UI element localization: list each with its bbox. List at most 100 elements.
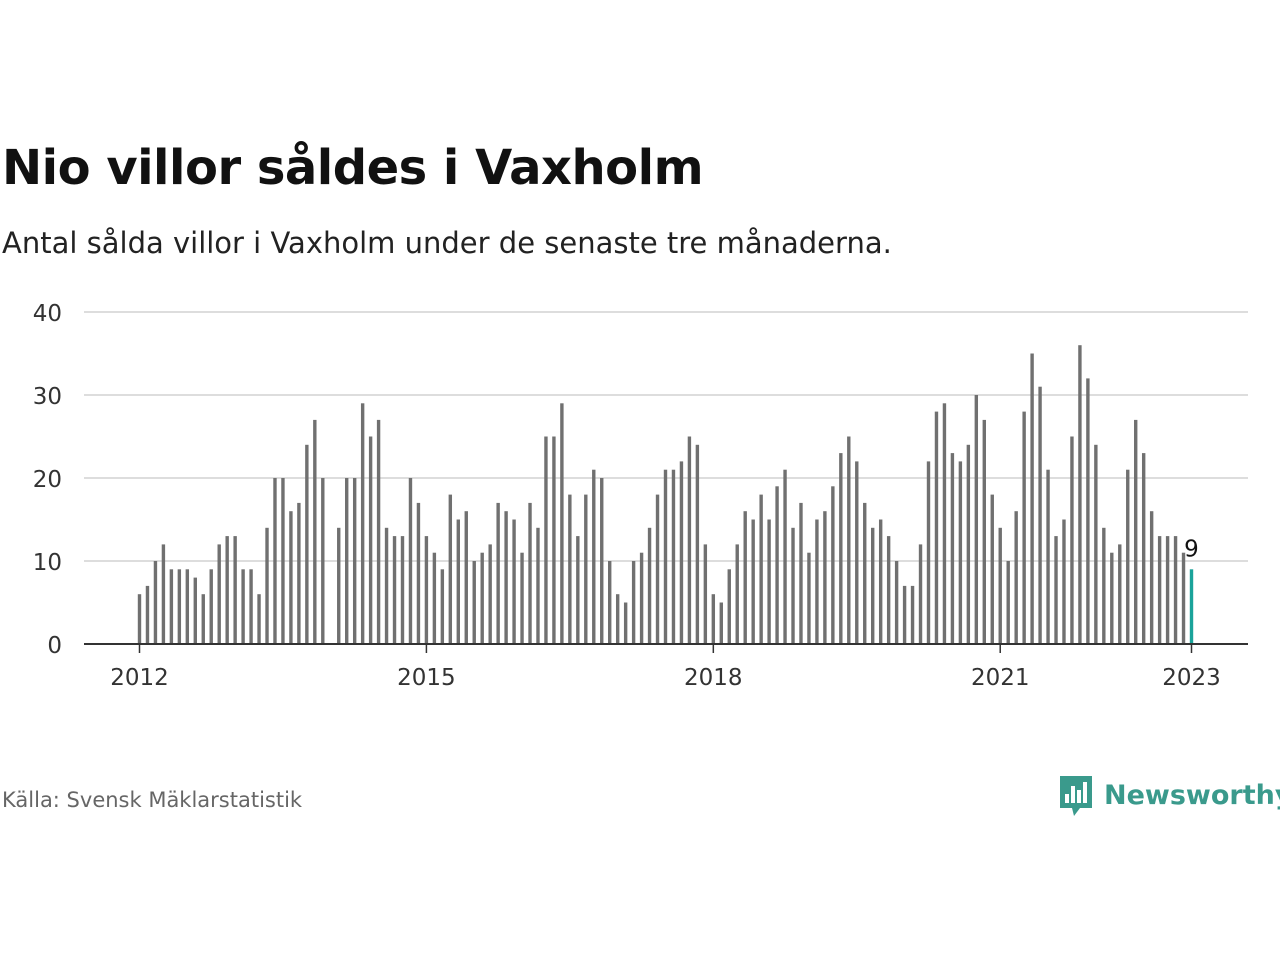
bar <box>392 536 397 644</box>
bar <box>1094 444 1098 644</box>
bar <box>512 519 516 644</box>
bar <box>257 594 261 644</box>
bar <box>1149 511 1154 644</box>
bar <box>1141 453 1146 644</box>
bar <box>1157 536 1162 644</box>
bar <box>153 561 158 644</box>
bar <box>926 461 931 644</box>
bar <box>608 561 612 644</box>
bar <box>743 511 747 644</box>
source-note: Källa: Svensk Mäklarstatistik <box>2 788 303 812</box>
bar <box>767 519 771 644</box>
bar <box>958 461 963 644</box>
x-tick-label: 2015 <box>397 665 456 691</box>
y-tick-label: 10 <box>33 550 62 576</box>
brand-name: Newsworthy <box>1104 779 1280 811</box>
bar <box>631 561 636 644</box>
bar <box>950 453 955 644</box>
bar-series <box>137 345 1194 644</box>
bar <box>934 411 939 644</box>
bar <box>878 519 883 644</box>
x-tick-label: 2012 <box>110 665 169 691</box>
bar <box>918 544 923 644</box>
bar <box>1014 511 1018 644</box>
bar <box>807 552 811 644</box>
bar <box>456 519 460 644</box>
bar <box>376 419 381 644</box>
x-tick-label: 2021 <box>971 665 1030 691</box>
bar <box>504 511 508 644</box>
chart-subtitle: Antal sålda villor i Vaxholm under de se… <box>2 226 892 260</box>
bar <box>289 511 293 644</box>
bar-highlight <box>1189 569 1194 644</box>
bar <box>1062 519 1066 644</box>
bar <box>281 478 285 644</box>
bar <box>424 536 429 644</box>
bar <box>337 527 341 644</box>
bar <box>384 527 389 644</box>
bar <box>1006 561 1010 644</box>
bar <box>360 403 365 644</box>
bar <box>799 502 803 644</box>
bar <box>823 511 827 644</box>
bar <box>1030 353 1034 644</box>
bar <box>528 502 532 644</box>
bar <box>1038 386 1042 644</box>
bar <box>552 436 556 644</box>
bar-chart: 0 10 20 30 40 2012 2015 2018 2021 2023 9 <box>33 301 1248 691</box>
bar <box>711 594 716 644</box>
bar <box>169 569 174 644</box>
newsworthy-logo: Newsworthy <box>1058 772 1280 818</box>
bar <box>233 536 237 644</box>
bar <box>297 502 301 644</box>
bar <box>894 561 899 644</box>
bar <box>839 453 843 644</box>
y-tick-label: 0 <box>47 633 62 659</box>
bar <box>305 444 309 644</box>
bar <box>791 527 795 644</box>
bar <box>225 536 229 644</box>
bar <box>488 544 492 644</box>
bar <box>368 436 373 644</box>
bar <box>1086 378 1090 644</box>
bar <box>496 502 500 644</box>
bar <box>831 486 835 644</box>
bar <box>1110 552 1114 644</box>
bar <box>990 494 994 644</box>
data-labels: 9 <box>1184 536 1199 562</box>
bar <box>584 494 588 644</box>
bar <box>1165 536 1170 644</box>
bar <box>600 478 604 644</box>
bar <box>886 536 891 644</box>
bar <box>703 544 708 644</box>
bar <box>871 527 875 644</box>
x-tick-label: 2023 <box>1162 665 1221 691</box>
y-axis-ticks: 0 10 20 30 40 <box>33 301 62 659</box>
bar <box>313 419 317 644</box>
bar <box>1046 469 1050 644</box>
chart-title: Nio villor såldes i Vaxholm <box>2 140 704 196</box>
bar <box>647 527 652 644</box>
bar <box>544 436 548 644</box>
bar <box>775 486 779 644</box>
bar <box>1126 469 1130 644</box>
bar <box>209 569 213 644</box>
bar <box>1134 419 1138 644</box>
bar <box>137 594 142 644</box>
bar <box>217 544 221 644</box>
bar <box>265 527 269 644</box>
bar <box>568 494 572 644</box>
bar <box>966 444 971 644</box>
bar <box>615 594 620 644</box>
bar <box>145 585 150 644</box>
bar <box>408 478 413 644</box>
bar <box>464 511 468 644</box>
bar <box>759 494 763 644</box>
bar-chart-speech-bubble-icon <box>1060 776 1092 816</box>
bar <box>855 461 859 644</box>
bar <box>695 444 700 644</box>
bar <box>440 569 445 644</box>
bar <box>448 494 453 644</box>
bar <box>592 469 596 644</box>
bar <box>974 395 979 644</box>
